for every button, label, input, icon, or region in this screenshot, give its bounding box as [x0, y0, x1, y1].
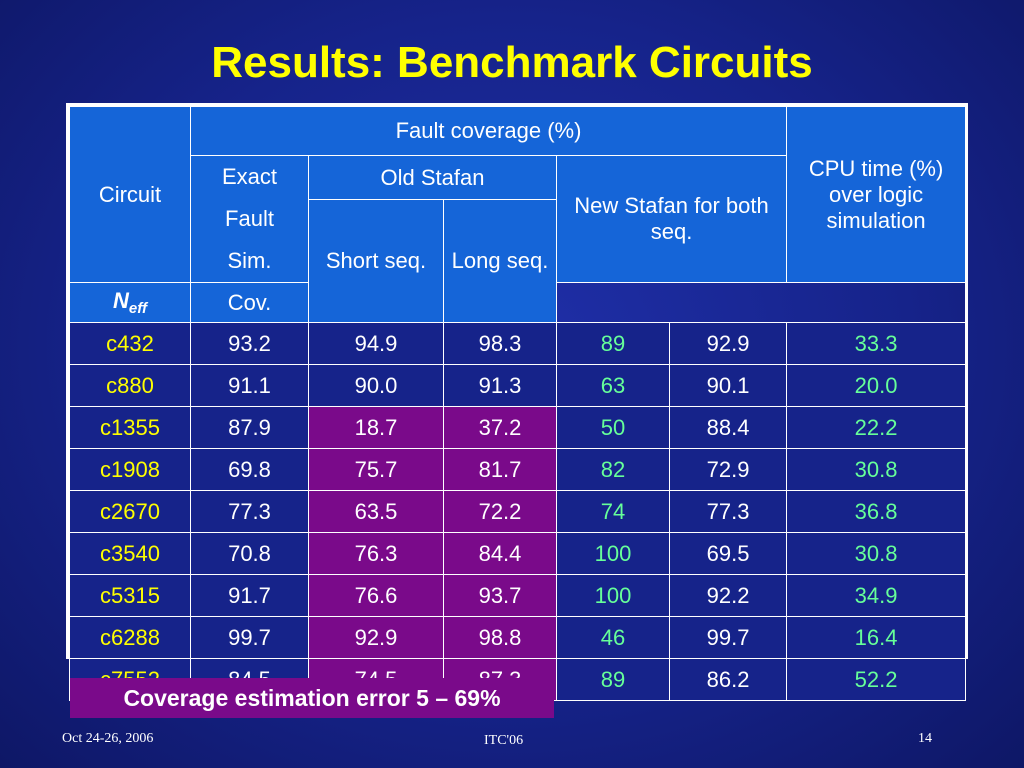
- cell-cpu-time: 16.4: [786, 616, 967, 659]
- cell-cov: 90.1: [668, 364, 788, 407]
- cell-neff: 63: [556, 364, 670, 407]
- header-fault-coverage: Fault coverage (%): [189, 106, 788, 156]
- cell-cov: 92.9: [668, 322, 788, 365]
- table-row: c1355 87.9 18.7 37.2 50 88.4 22.2: [69, 406, 967, 449]
- header-old-stafan: Old Stafan: [308, 155, 557, 200]
- cell-cov: 92.2: [668, 574, 788, 617]
- cell-long-seq: 93.7: [443, 574, 557, 617]
- cell-cpu-time: 33.3: [786, 322, 967, 365]
- cell-exact: 70.8: [190, 532, 309, 575]
- cell-exact: 93.2: [190, 322, 309, 365]
- cell-long-seq: 98.3: [443, 322, 557, 365]
- header-exact-line-3: Sim.: [227, 248, 272, 273]
- cell-neff: 100: [556, 574, 670, 617]
- cell-neff: 89: [556, 322, 670, 365]
- header-long-seq: Long seq.: [443, 199, 557, 323]
- cell-neff: 100: [556, 532, 670, 575]
- cell-cov: 77.3: [668, 490, 788, 533]
- header-cov: Cov.: [190, 282, 309, 323]
- coverage-error-note: Coverage estimation error 5 – 69%: [70, 678, 554, 718]
- cell-short-seq: 63.5: [308, 490, 444, 533]
- cell-circuit: c1908: [69, 448, 191, 491]
- header-circuit: Circuit: [69, 106, 191, 283]
- cell-cpu-time: 22.2: [786, 406, 967, 449]
- header-neff: Neff: [69, 282, 191, 323]
- cell-cov: 88.4: [668, 406, 788, 449]
- cell-long-seq: 98.8: [443, 616, 557, 659]
- table-row: c2670 77.3 63.5 72.2 74 77.3 36.8: [69, 490, 967, 533]
- header-cpu-time: CPU time (%) over logic simulation: [786, 106, 967, 283]
- table-row: c432 93.2 94.9 98.3 89 92.9 33.3: [69, 322, 967, 365]
- cell-circuit: c6288: [69, 616, 191, 659]
- cell-neff: 82: [556, 448, 670, 491]
- cell-neff: 50: [556, 406, 670, 449]
- cell-cpu-time: 36.8: [786, 490, 967, 533]
- header-new-stafan: New Stafan for both seq.: [555, 155, 788, 283]
- cell-circuit: c432: [69, 322, 191, 365]
- cell-exact: 99.7: [190, 616, 309, 659]
- table-row: c1908 69.8 75.7 81.7 82 72.9 30.8: [69, 448, 967, 491]
- cell-cov: 69.5: [668, 532, 788, 575]
- cell-long-seq: 37.2: [443, 406, 557, 449]
- cell-circuit: c1355: [69, 406, 191, 449]
- cell-circuit: c880: [69, 364, 191, 407]
- cell-cpu-time: 20.0: [786, 364, 967, 407]
- table-row: c5315 91.7 76.6 93.7 100 92.2 34.9: [69, 574, 967, 617]
- cell-long-seq: 84.4: [443, 532, 557, 575]
- cell-circuit: c3540: [69, 532, 191, 575]
- header-exact-line-2: Fault: [225, 206, 274, 231]
- cell-exact: 77.3: [190, 490, 309, 533]
- cell-short-seq: 76.6: [308, 574, 444, 617]
- footer-date: Oct 24-26, 2006: [62, 731, 154, 746]
- results-table: Circuit Fault coverage (%) CPU time (%) …: [66, 103, 968, 701]
- header-short-seq: Short seq.: [308, 199, 444, 323]
- slide-title: Results: Benchmark Circuits: [211, 38, 813, 87]
- table-row: c880 91.1 90.0 91.3 63 90.1 20.0: [69, 364, 967, 407]
- header-exact-fault-sim: Exact Fault Sim.: [190, 155, 309, 283]
- cell-short-seq: 18.7: [308, 406, 444, 449]
- cell-long-seq: 91.3: [443, 364, 557, 407]
- table-row: c6288 99.7 92.9 98.8 46 99.7 16.4: [69, 616, 967, 659]
- cell-neff: 46: [556, 616, 670, 659]
- cell-cpu-time: 34.9: [786, 574, 967, 617]
- cell-cov: 86.2: [668, 658, 788, 701]
- cell-short-seq: 90.0: [308, 364, 444, 407]
- cell-cpu-time: 30.8: [786, 532, 967, 575]
- cell-exact: 91.1: [190, 364, 309, 407]
- header-neff-subscript: eff: [128, 300, 147, 317]
- footer-conference: ITC'06: [484, 733, 524, 748]
- cell-neff: 74: [556, 490, 670, 533]
- cell-circuit: c5315: [69, 574, 191, 617]
- cell-long-seq: 81.7: [443, 448, 557, 491]
- footer-page-number: 14: [918, 731, 932, 746]
- cell-cov: 99.7: [668, 616, 788, 659]
- cell-exact: 87.9: [190, 406, 309, 449]
- cell-cpu-time: 52.2: [786, 658, 967, 701]
- cell-cpu-time: 30.8: [786, 448, 967, 491]
- header-exact-line-1: Exact: [221, 164, 278, 189]
- cell-circuit: c2670: [69, 490, 191, 533]
- cell-short-seq: 75.7: [308, 448, 444, 491]
- cell-exact: 91.7: [190, 574, 309, 617]
- cell-long-seq: 72.2: [443, 490, 557, 533]
- cell-cov: 72.9: [668, 448, 788, 491]
- cell-short-seq: 94.9: [308, 322, 444, 365]
- table-row: c3540 70.8 76.3 84.4 100 69.5 30.8: [69, 532, 967, 575]
- cell-neff: 89: [556, 658, 670, 701]
- header-neff-main: N: [113, 288, 129, 313]
- cell-exact: 69.8: [190, 448, 309, 491]
- cell-short-seq: 76.3: [308, 532, 444, 575]
- cell-short-seq: 92.9: [308, 616, 444, 659]
